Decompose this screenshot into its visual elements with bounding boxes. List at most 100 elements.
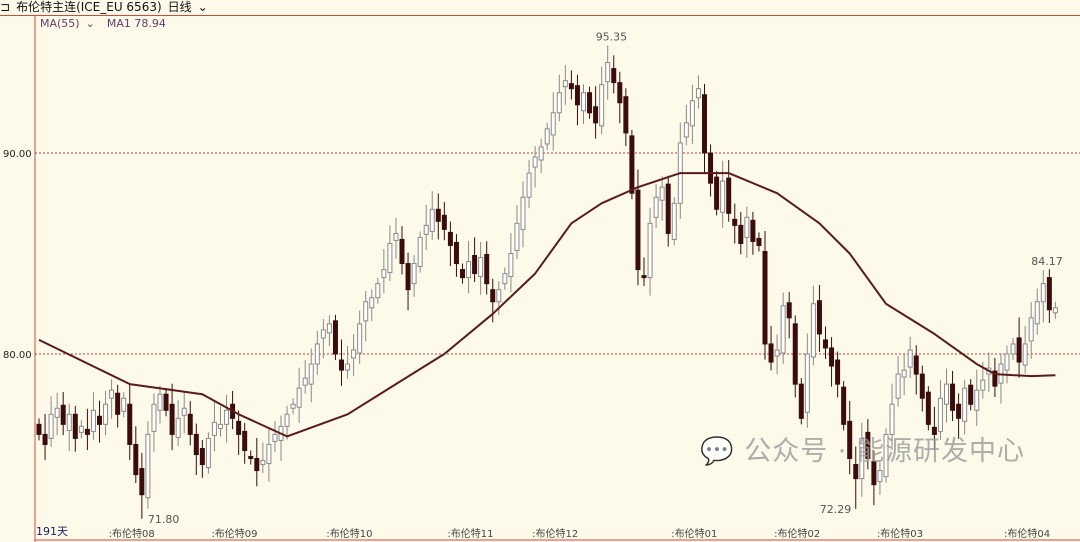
candle-body: [871, 461, 877, 486]
extreme-value-label: 72.29: [820, 503, 852, 516]
candle-body: [314, 343, 320, 365]
candle-body: [798, 383, 804, 419]
candle-body: [266, 443, 272, 465]
candle-body: [829, 347, 835, 367]
candle-body: [472, 255, 478, 275]
candle-body: [363, 301, 369, 322]
candle-body: [66, 413, 72, 431]
candle-body: [810, 303, 816, 358]
candle-body: [974, 389, 980, 411]
candle-body: [60, 404, 66, 425]
x-tick-label: :布伦特08: [109, 527, 155, 540]
candle-body: [968, 384, 974, 405]
candle-body: [841, 386, 847, 425]
candle-body: [115, 392, 121, 415]
candle-body: [236, 420, 242, 435]
candle-body: [163, 393, 169, 411]
indicator-selector[interactable]: MA(55) ⌄: [40, 17, 101, 30]
candle-body: [260, 460, 266, 466]
candle-body: [913, 355, 919, 375]
candle-body: [1028, 317, 1034, 342]
candle-body: [1016, 337, 1022, 363]
candle-body: [429, 208, 435, 232]
candle-body: [907, 349, 913, 368]
candle-body: [78, 425, 84, 433]
watermark-text: 公众号 · 能源研发中心: [744, 436, 1025, 467]
candle-body: [345, 363, 351, 371]
candle-body: [399, 238, 405, 265]
candle-body: [520, 196, 526, 230]
candle-body: [139, 468, 145, 496]
menu-icon[interactable]: ⊐: [0, 0, 11, 14]
candle-body: [326, 323, 332, 334]
candle-body: [538, 146, 544, 161]
candle-body: [804, 353, 810, 413]
candle-body: [339, 359, 344, 371]
candle-body: [320, 329, 326, 339]
candle-body: [665, 183, 671, 234]
candle-body: [647, 222, 653, 279]
candle-body: [48, 413, 54, 439]
extreme-value-label: 95.35: [596, 30, 628, 43]
candle-body: [944, 383, 949, 405]
candle-body: [835, 359, 841, 385]
indicator-name: MA(55): [40, 17, 80, 30]
indicator-legend: MA(55) ⌄ MA1 78.94: [40, 17, 172, 30]
candle-body: [568, 83, 574, 90]
candle-body: [744, 216, 750, 238]
candle-body: [175, 417, 181, 438]
candle-body: [919, 373, 925, 399]
candle-body: [478, 257, 484, 278]
candle-body: [550, 112, 556, 136]
watermark: 💬 公众号 · 能源研发中心: [700, 436, 1025, 468]
candle-body: [181, 407, 187, 416]
period-selector[interactable]: 日线 ⌄: [168, 0, 214, 14]
candle-body: [847, 420, 853, 460]
candle-body: [1010, 343, 1016, 355]
candle-body: [750, 219, 756, 242]
candle-body: [242, 430, 248, 451]
period-label: 日线: [167, 0, 192, 14]
candle-body: [708, 152, 714, 184]
candle-body: [859, 437, 865, 480]
candle-body: [435, 208, 441, 222]
candle-body: [623, 96, 629, 134]
candle-body: [1022, 343, 1028, 366]
candle-body: [514, 222, 520, 251]
candle-body: [127, 403, 133, 445]
candle-body: [381, 269, 387, 279]
y-tick-label: 80.00: [3, 350, 32, 361]
candle-body: [151, 403, 157, 432]
candle-body: [611, 68, 617, 84]
candle-body: [532, 156, 538, 168]
candle-body: [702, 94, 707, 154]
candle-body: [466, 261, 472, 279]
candle-body: [157, 393, 163, 411]
candle-body: [423, 224, 429, 235]
candle-body: [689, 100, 695, 127]
x-tick-label: :布伦特09: [211, 527, 257, 540]
candle-body: [732, 218, 738, 226]
candle-body: [956, 403, 962, 419]
x-tick-label: :布伦特01: [671, 527, 717, 540]
candle-body: [290, 403, 296, 409]
candle-body: [581, 92, 586, 112]
candle-body: [816, 300, 822, 335]
candle-body: [1046, 277, 1052, 311]
candle-body: [121, 397, 127, 412]
candle-body: [254, 458, 260, 472]
candle-body: [641, 275, 647, 279]
candle-body: [103, 403, 109, 425]
x-tick-label: :布伦特02: [774, 527, 820, 540]
candle-body: [925, 391, 931, 425]
candle-body: [90, 409, 96, 432]
instrument-title[interactable]: 布伦特主连(ICE_EU 6563): [16, 0, 162, 14]
candle-body: [199, 447, 205, 466]
candle-body: [653, 196, 659, 218]
candle-body: [54, 407, 60, 418]
x-tick-label: :布伦特12: [532, 527, 578, 540]
candle-body: [484, 254, 490, 285]
candle-body: [895, 373, 901, 399]
candle-body: [205, 437, 211, 469]
